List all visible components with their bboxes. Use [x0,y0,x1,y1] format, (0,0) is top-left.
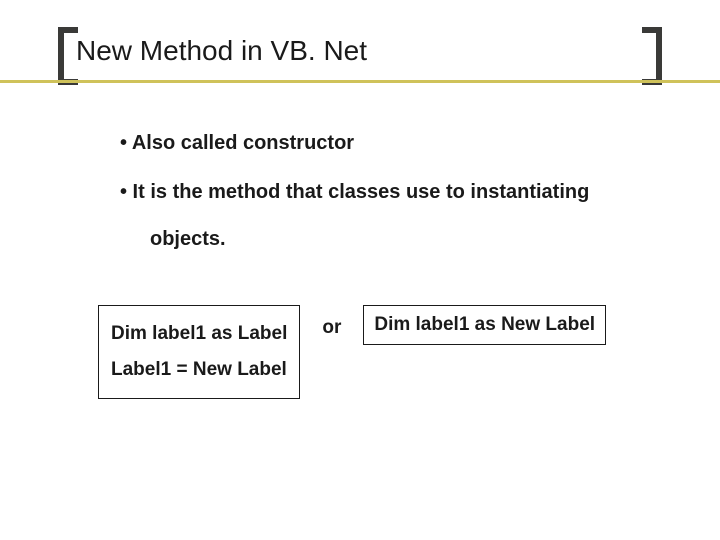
bracket-left-icon [58,27,72,85]
bullet-2-cont: objects. [150,228,660,251]
code-box-left: Dim label1 as Label Label1 = New Label [98,305,300,399]
bullet-2: • It is the method that classes use to i… [120,179,660,206]
bracket-right-icon [648,27,662,85]
code-left-line2: Label1 = New Label [111,352,287,388]
code-row: Dim label1 as Label Label1 = New Label o… [98,305,700,399]
title-region: New Method in VB. Net [58,35,662,67]
slide-title: New Method in VB. Net [58,35,662,67]
title-underline [0,80,720,83]
code-box-right: Dim label1 as New Label [363,305,606,345]
code-left-line1: Dim label1 as Label [111,316,287,352]
bullet-1: • Also called constructor [120,130,660,157]
or-label: or [322,305,341,339]
content-region: • Also called constructor • It is the me… [120,130,660,281]
